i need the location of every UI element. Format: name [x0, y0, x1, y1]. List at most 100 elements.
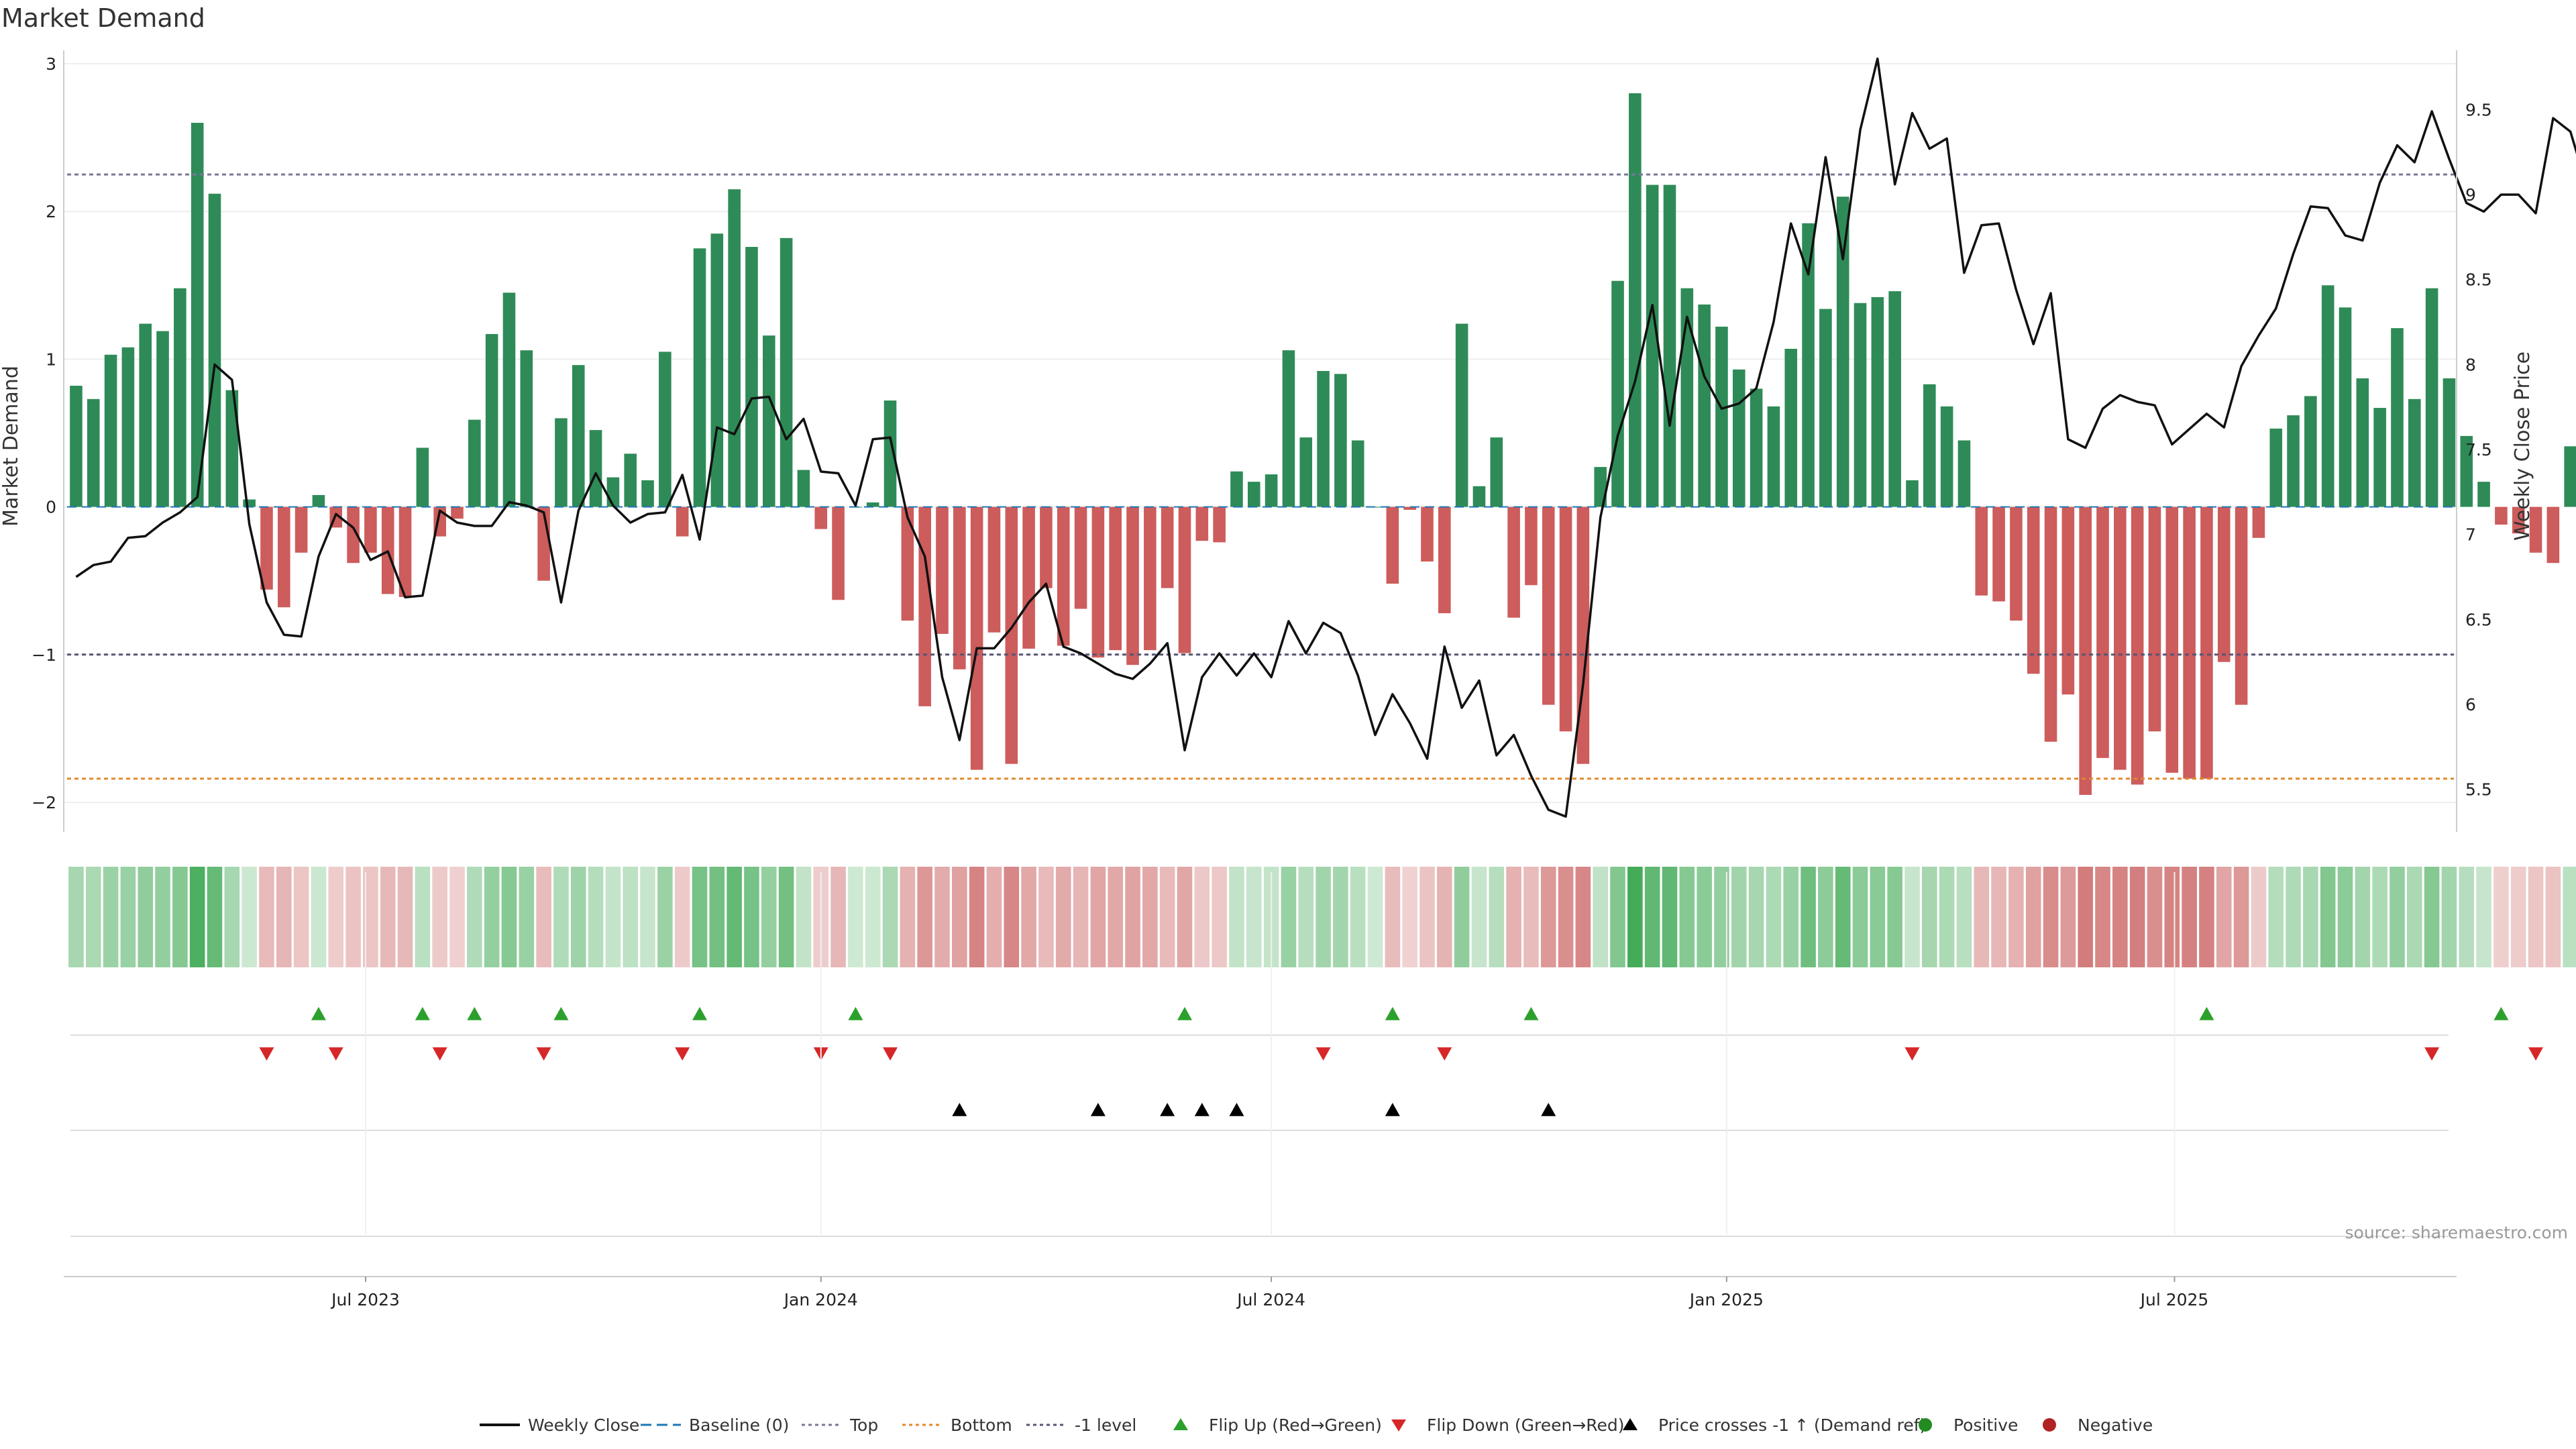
x-tick-label: Jan 2025 — [1688, 1290, 1764, 1309]
demand-bar — [1057, 506, 1070, 646]
heat-cell — [2545, 867, 2561, 967]
heat-cell — [657, 867, 673, 967]
demand-bar — [2304, 396, 2317, 507]
demand-bar — [347, 506, 360, 564]
demand-bar — [2010, 506, 2023, 621]
demand-bar — [2495, 506, 2508, 525]
heat-cell — [952, 867, 967, 967]
demand-bar — [243, 499, 256, 507]
flip-up-marker — [1385, 1007, 1400, 1020]
demand-bar — [780, 237, 793, 507]
heat-cell — [986, 867, 1002, 967]
demand-bar — [1906, 480, 1919, 507]
demand-bar — [1975, 506, 1988, 596]
heat-cell — [1523, 867, 1539, 967]
heat-cell — [796, 867, 812, 967]
demand-bar — [883, 400, 897, 507]
heat-cell — [1212, 867, 1227, 967]
demand-bar — [2044, 506, 2057, 742]
heat-cell — [588, 867, 604, 967]
heat-cell — [103, 867, 119, 967]
flip-up-marker — [2493, 1007, 2509, 1020]
price-cross-marker — [1160, 1103, 1175, 1116]
demand-bar — [2165, 506, 2179, 773]
y-tick-label: 2 — [46, 202, 56, 221]
demand-bar — [1438, 506, 1451, 614]
demand-bar — [659, 352, 672, 507]
legend-label: Top — [849, 1415, 878, 1435]
demand-bar — [1802, 223, 1815, 507]
heat-cell — [2216, 867, 2232, 967]
heat-cell — [778, 867, 794, 967]
heat-cell — [172, 867, 188, 967]
flip-up-marker — [848, 1007, 863, 1020]
heat-cell — [2320, 867, 2336, 967]
heat-cell — [1437, 867, 1452, 967]
heat-cell — [761, 867, 777, 967]
y-tick-label: 0 — [46, 498, 56, 517]
demand-bar — [2061, 506, 2075, 695]
heat-cell — [674, 867, 690, 967]
demand-bar — [1819, 309, 1832, 507]
heat-cell — [1194, 867, 1210, 967]
heat-cell — [85, 867, 101, 967]
demand-bar — [2391, 328, 2404, 507]
y2-tick-label: 7 — [2465, 525, 2476, 545]
legend: Weekly Close Baseline (0) Top Bottom -1 leve… — [480, 1415, 2153, 1435]
heat-cell — [1731, 867, 1747, 967]
heat-cell — [2182, 867, 2197, 967]
x-tick-label: Jan 2024 — [783, 1290, 858, 1309]
demand-bar — [1282, 350, 1295, 507]
level-lines — [67, 173, 2454, 780]
flip-down-marker — [675, 1047, 690, 1061]
demand-bar — [1195, 506, 1209, 541]
demand-bars — [70, 93, 2576, 795]
heat-cell — [1558, 867, 1574, 967]
demand-bar — [260, 506, 273, 590]
demand-bar — [1317, 371, 1330, 507]
heat-cell — [1974, 867, 1990, 967]
demand-bar — [312, 494, 325, 507]
demand-bar — [2339, 307, 2352, 507]
heat-cell — [1939, 867, 1955, 967]
demand-bar — [710, 233, 724, 507]
demand-bar — [1421, 506, 1434, 562]
flip-down-marker — [1904, 1047, 1920, 1061]
heat-cell — [1766, 867, 1782, 967]
heat-cell — [2129, 867, 2145, 967]
heat-cell — [2078, 867, 2093, 967]
demand-bar — [1161, 506, 1174, 588]
heat-cell — [1229, 867, 1244, 967]
legend-label: Baseline (0) — [689, 1415, 789, 1435]
x-axis: Jul 2023 Jan 2024 Jul 2024 Jan 2025 Jul 2025 — [64, 872, 2457, 1309]
legend-label: Flip Down (Green→Red) — [1427, 1415, 1625, 1435]
demand-bar — [1767, 406, 1780, 507]
demand-bar — [1213, 506, 1226, 543]
y-tick-label: −1 — [32, 645, 56, 665]
demand-bar — [1247, 482, 1260, 507]
heat-cell — [1991, 867, 2006, 967]
demand-bar — [918, 506, 931, 706]
demand-bar — [278, 506, 290, 608]
demand-bar — [832, 506, 845, 600]
demand-bar — [1663, 184, 1676, 507]
heat-cell — [2286, 867, 2301, 967]
heat-cell — [2493, 867, 2509, 967]
y-tick-label: 1 — [46, 350, 56, 369]
demand-bar — [936, 506, 949, 634]
y-axes: 3 2 1 0 −1 −2 9.5 9 8.5 8 7.5 7 6.5 6 5.5 Market Demand… — [0, 50, 2534, 832]
heat-cell — [363, 867, 378, 967]
demand-bar — [2131, 506, 2144, 785]
heat-cell — [2268, 867, 2284, 967]
demand-bar — [2148, 506, 2161, 732]
heat-cell — [276, 867, 292, 967]
source-credit: source: sharemaestro.com — [2345, 1223, 2569, 1242]
demand-bar — [1732, 369, 1746, 507]
demand-bar — [953, 506, 966, 669]
heat-cell — [2563, 867, 2576, 967]
heat-cell — [1801, 867, 1816, 967]
flip-down-marker — [536, 1047, 551, 1061]
demand-bar — [814, 506, 828, 529]
heat-cell — [1748, 867, 1764, 967]
flip-up-marker — [415, 1007, 430, 1020]
